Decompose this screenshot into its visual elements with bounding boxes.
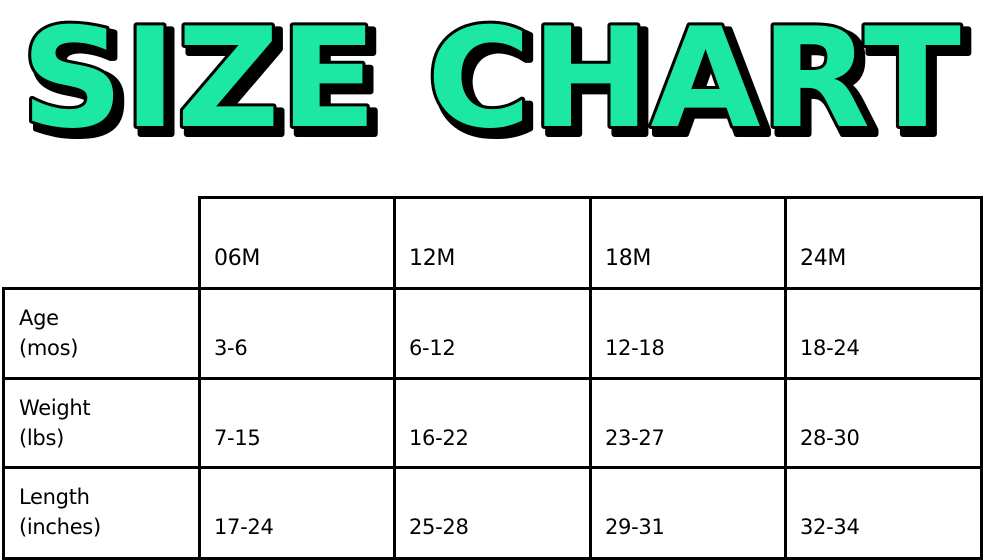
value-cell (198, 377, 396, 469)
row-label: Weight (19, 396, 91, 420)
header-cell (393, 196, 592, 290)
table-cell-value: 25-28 (409, 515, 469, 539)
row-label-unit: (inches) (19, 515, 101, 539)
table-cell-value: 32-34 (800, 515, 860, 539)
table-cell-value: 17-24 (214, 515, 274, 539)
column-header: 24M (800, 246, 847, 271)
value-cell (784, 377, 983, 469)
table-cell-value: 3-6 (214, 336, 248, 360)
row-label-unit: (mos) (19, 336, 79, 360)
table-cell-value: 6-12 (409, 336, 456, 360)
value-cell (393, 377, 592, 469)
table-cell-value: 12-18 (605, 336, 665, 360)
row-label-cell (2, 377, 201, 469)
table-cell-value: 18-24 (800, 336, 860, 360)
size-chart-title: SIZE CHART (18, 0, 964, 160)
table-cell-value: 7-15 (214, 426, 261, 450)
table-cell-value: 23-27 (605, 426, 665, 450)
column-header: 06M (214, 246, 261, 271)
header-cell (589, 196, 787, 290)
table-cell-value: 16-22 (409, 426, 469, 450)
column-header: 12M (409, 246, 456, 271)
title-text: SIZE CHART (21, 0, 961, 159)
header-cell (198, 196, 396, 290)
row-label-unit: (lbs) (19, 426, 64, 450)
row-label: Age (19, 306, 59, 330)
table-cell-value: 28-30 (800, 426, 860, 450)
column-header: 18M (605, 246, 652, 271)
value-cell (784, 466, 983, 560)
value-cell (589, 377, 787, 469)
row-label: Length (19, 485, 90, 509)
header-cell (784, 196, 983, 290)
table-cell-value: 29-31 (605, 515, 665, 539)
